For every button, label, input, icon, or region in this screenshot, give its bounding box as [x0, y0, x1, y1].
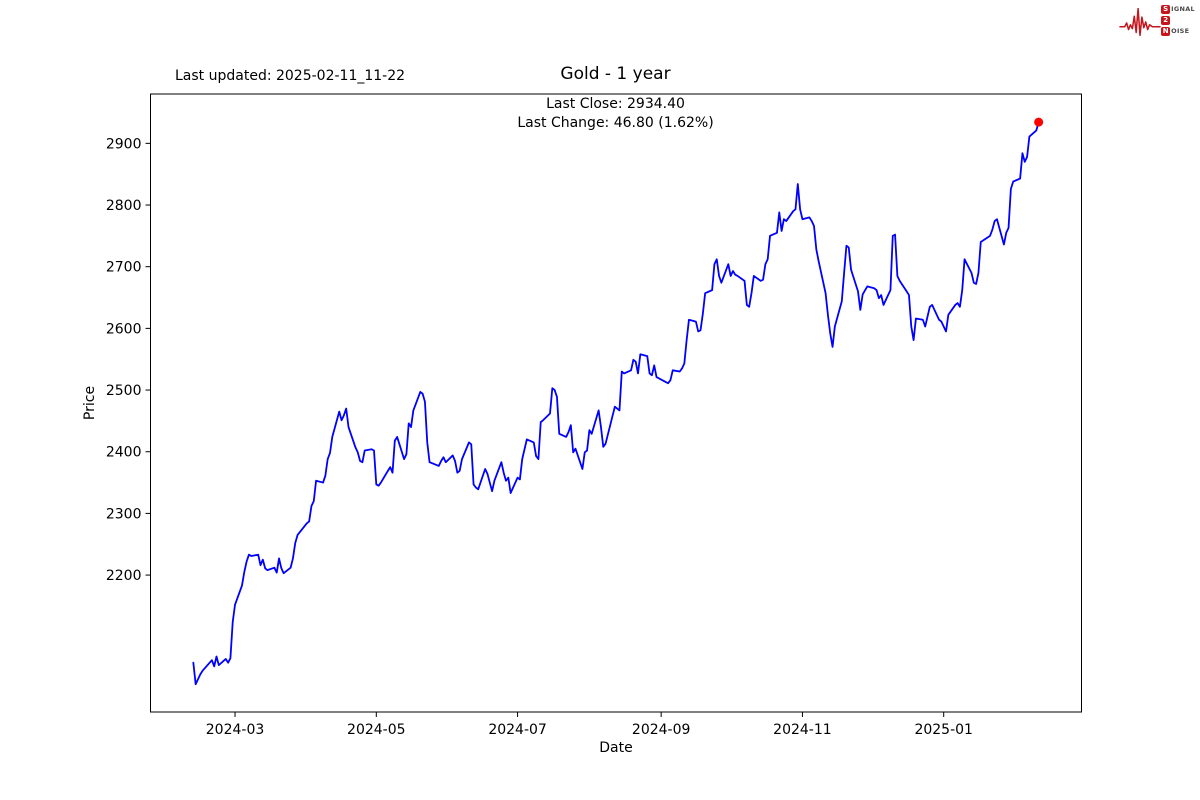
x-tick-label: 2024-03: [206, 722, 265, 738]
logo-badge-letter: 2: [1161, 16, 1171, 25]
logo-rest-letters: IGNAL: [1171, 5, 1195, 13]
chart-title: Gold - 1 year: [560, 64, 671, 84]
x-tick-label: 2024-11: [773, 722, 832, 738]
logo-badge-letter: S: [1161, 5, 1171, 14]
plot-frame: [150, 93, 1082, 713]
y-tick-label: 2900: [106, 136, 142, 152]
last-close-label: Last Close: 2934.40: [546, 96, 685, 112]
y-axis-label: Price: [82, 386, 98, 420]
logo-row-noise: N OISE: [1161, 27, 1195, 37]
last-change-label: Last Change: 46.80 (1.62%): [517, 115, 714, 131]
logo-badge-letter: N: [1161, 27, 1171, 36]
y-tick-label: 2400: [106, 445, 142, 461]
logo-rest-letters: OISE: [1171, 27, 1190, 35]
x-axis-label: Date: [599, 740, 632, 756]
ekg-waveform-icon: [1119, 7, 1161, 37]
y-tick-label: 2700: [106, 260, 142, 276]
x-tick-label: 2024-05: [347, 722, 406, 738]
y-tick-label: 2800: [106, 198, 142, 214]
last-updated-label: Last updated: 2025-02-11_11-22: [175, 68, 406, 84]
x-tick-label: 2025-01: [914, 722, 973, 738]
y-tick-label: 2300: [106, 506, 142, 522]
x-tick-label: 2024-07: [488, 722, 547, 738]
y-tick-label: 2200: [106, 568, 142, 584]
signal2noise-logo: S IGNAL 2 N OISE: [1119, 4, 1195, 38]
price-line: [192, 121, 1040, 686]
x-tick-label: 2024-09: [632, 722, 691, 738]
y-tick-label: 2500: [106, 383, 142, 399]
logo-row-2: 2: [1161, 16, 1195, 26]
logo-wordmark: S IGNAL 2 N OISE: [1161, 5, 1195, 38]
logo-row-signal: S IGNAL: [1161, 5, 1195, 15]
last-price-marker: [1034, 117, 1044, 127]
y-tick-label: 2600: [106, 321, 142, 337]
